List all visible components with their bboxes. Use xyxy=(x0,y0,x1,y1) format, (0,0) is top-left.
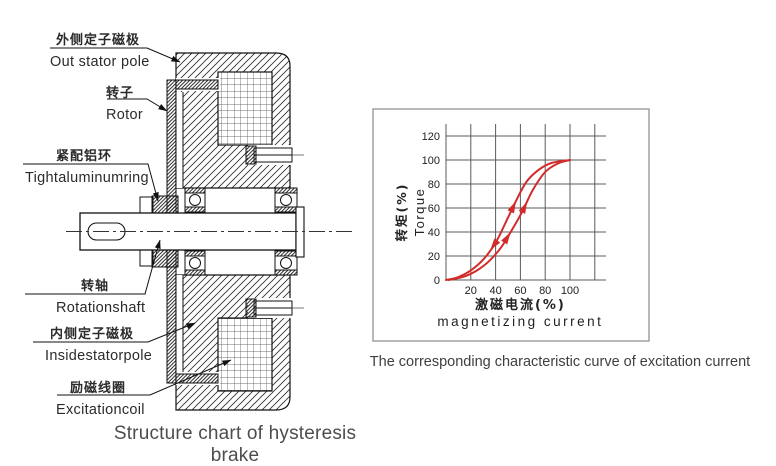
axis-title: 激磁电流(%) xyxy=(475,297,566,313)
rotation-shaft-section xyxy=(66,206,352,258)
structure-caption: Structure chart of hysteresis brake xyxy=(113,423,357,466)
x-tick-label: 40 xyxy=(489,285,501,297)
axis-title: Torque xyxy=(412,188,427,237)
y-tick-label: 60 xyxy=(428,203,440,215)
chart-caption: The corresponding characteristic curve o… xyxy=(369,354,751,370)
label-cn: 转轴 xyxy=(81,279,110,294)
excitation-coil-section xyxy=(217,71,273,392)
x-tick-label: 80 xyxy=(539,285,551,297)
axis-title: magnetizing current xyxy=(437,314,603,329)
axis-title: 转矩(%) xyxy=(394,183,409,242)
x-tick-label: 60 xyxy=(514,285,526,297)
y-tick-label: 0 xyxy=(434,275,440,287)
label-en: Tightaluminumring xyxy=(25,170,149,186)
coil-terminal-pins xyxy=(245,145,304,318)
y-tick-label: 40 xyxy=(428,227,440,239)
label-cn: 紧配铝环 xyxy=(56,149,113,164)
hysteresis-curve xyxy=(445,159,571,281)
y-tick-label: 120 xyxy=(422,131,440,143)
curve-direction-arrow xyxy=(490,238,501,251)
label-en: Rotationshaft xyxy=(56,300,146,316)
label-tight-aluminum-ring: 紧配铝环 Tightaluminumring xyxy=(25,145,149,186)
label-en: Insidestatorpole xyxy=(45,348,153,364)
label-inside-stator-pole: 内侧定子磁极 Insidestatorpole xyxy=(45,323,152,364)
hysteresis-curve xyxy=(447,159,571,281)
leader-lines xyxy=(23,47,232,396)
label-rotor: 转子 Rotor xyxy=(106,82,143,123)
label-cn: 励磁线圈 xyxy=(70,381,127,396)
x-tick-label: 100 xyxy=(561,285,579,297)
label-excitation-coil: 励磁线圈 Excitationcoil xyxy=(56,377,145,418)
curve-direction-arrow xyxy=(518,201,528,214)
y-tick-label: 80 xyxy=(428,179,440,191)
label-en: Out stator pole xyxy=(50,54,150,70)
curve-direction-arrow xyxy=(501,232,511,245)
curve-direction-arrow xyxy=(507,201,517,214)
label-rotation-shaft: 转轴 Rotationshaft xyxy=(56,275,145,316)
label-out-stator-pole: 外侧定子磁极 Out stator pole xyxy=(50,29,150,70)
chart-frame xyxy=(372,108,650,342)
y-tick-label: 100 xyxy=(422,155,440,167)
label-en: Rotor xyxy=(106,107,143,123)
label-cn: 内侧定子磁极 xyxy=(50,327,135,342)
ball-bearings xyxy=(184,187,298,276)
label-cn: 转子 xyxy=(106,86,135,101)
label-en: Excitationcoil xyxy=(56,402,145,418)
label-cn: 外侧定子磁极 xyxy=(56,33,141,48)
y-tick-label: 20 xyxy=(428,251,440,263)
x-tick-label: 20 xyxy=(465,285,477,297)
